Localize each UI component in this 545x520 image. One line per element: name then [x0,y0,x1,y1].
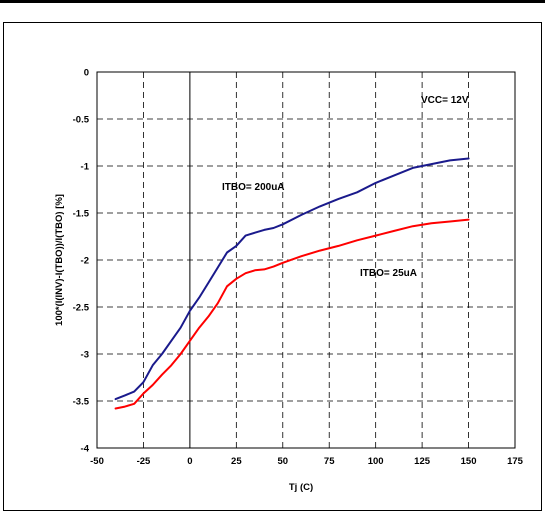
series-layer [114,157,470,410]
y-tick-label: -2.5 [73,303,90,314]
x-tick-label: 25 [231,456,242,467]
y-tick-label: -0.5 [73,115,90,126]
y-tick-label: -4 [81,444,90,455]
y-tick-label: -1.5 [73,209,90,220]
x-tick-label: 0 [187,456,192,467]
x-tick-label: -50 [90,456,104,467]
itbo-200-annotation: ITBO= 200uA [222,182,285,193]
label-layer: Tj (C) 100*(I(INV)-I(TBO))/I(TBO) [%] VC… [54,95,469,493]
x-axis-title: Tj (C) [289,482,313,493]
plot-area-border [96,71,516,449]
y-tick-label: -1 [81,162,90,173]
x-tick-label: 150 [461,456,477,467]
x-tick-label: 125 [414,456,431,467]
x-tick-label: 175 [507,456,524,467]
y-tick-label: 0 [84,68,89,79]
x-tick-label: 75 [324,456,335,467]
itbo-25-annotation: ITBO= 25uA [360,268,417,279]
vcc-annotation: VCC= 12V [421,95,469,106]
header-clip [0,0,545,3]
grid-layer [97,72,515,448]
series-line-itbo-200ua [114,157,470,401]
y-tick-label: -2 [81,256,89,267]
x-tick-label: 100 [368,456,384,467]
x-tick-label: -25 [137,456,151,467]
series-line-itbo-25ua [114,218,470,410]
y-tick-label: -3.5 [73,397,90,408]
x-tick-label: 50 [277,456,288,467]
y-tick-label: -3 [81,350,89,361]
axis-layer: -50 -25 0 25 50 75 100 125 150 175 0 -0.5 -1 -1.5 -2 -2… [73,68,524,468]
y-axis-title: 100*(I(INV)-I(TBO))/I(TBO) [%] [54,194,65,326]
